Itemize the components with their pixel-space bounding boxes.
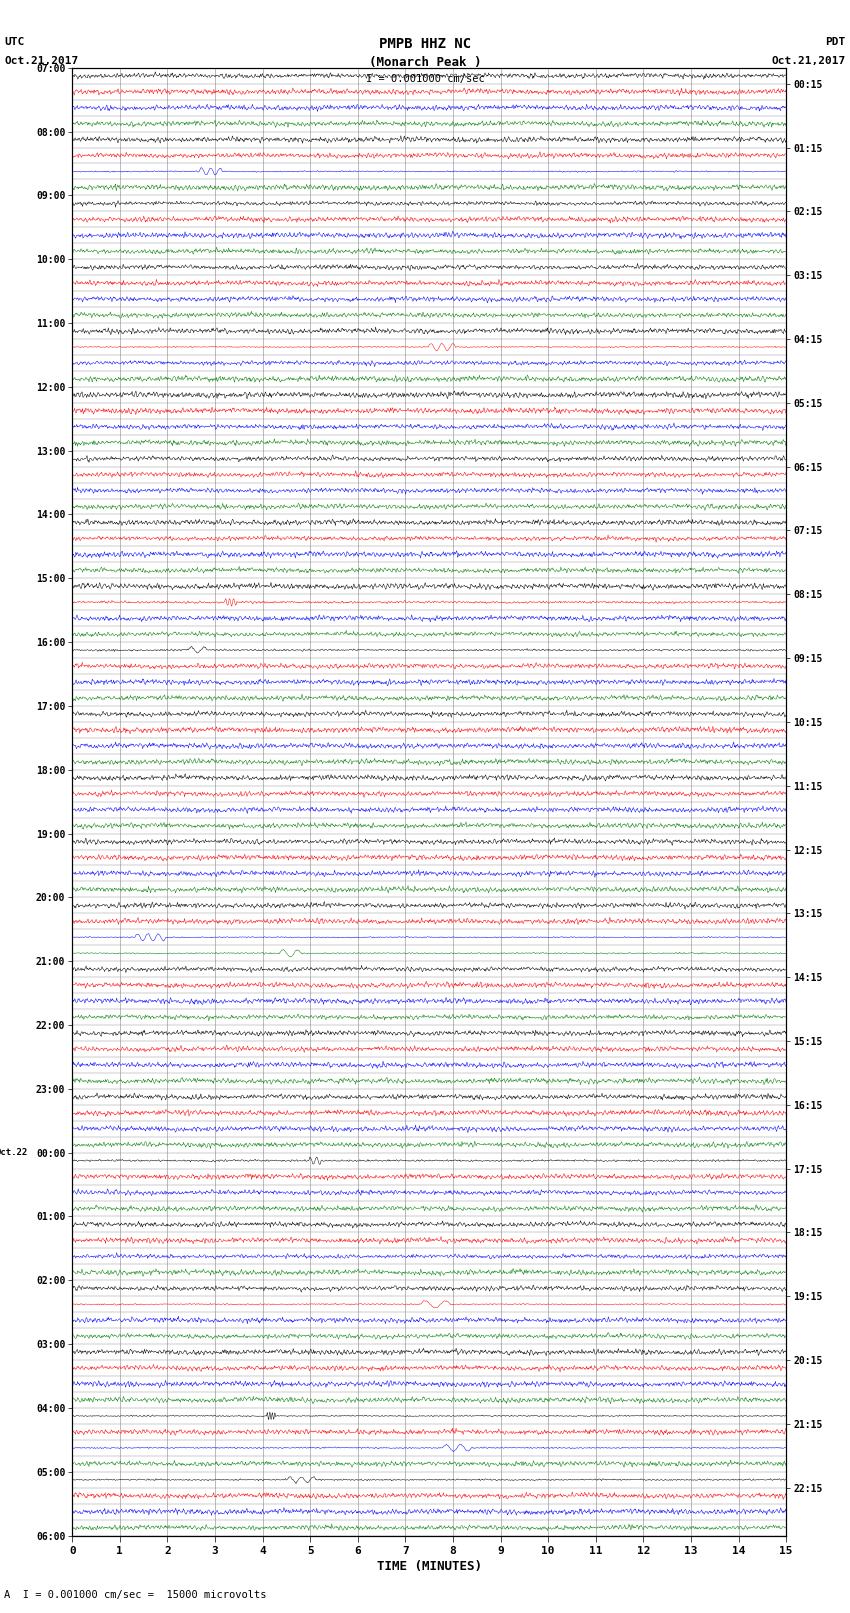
Text: PMPB HHZ NC: PMPB HHZ NC <box>379 37 471 52</box>
Text: Oct.21,2017: Oct.21,2017 <box>4 56 78 66</box>
Text: Oct.22: Oct.22 <box>0 1148 28 1157</box>
Text: PDT: PDT <box>825 37 846 47</box>
Text: Oct.21,2017: Oct.21,2017 <box>772 56 846 66</box>
Text: I = 0.001000 cm/sec: I = 0.001000 cm/sec <box>366 74 484 84</box>
Text: A  I = 0.001000 cm/sec =  15000 microvolts: A I = 0.001000 cm/sec = 15000 microvolts <box>4 1590 267 1600</box>
X-axis label: TIME (MINUTES): TIME (MINUTES) <box>377 1560 482 1573</box>
Text: UTC: UTC <box>4 37 25 47</box>
Text: (Monarch Peak ): (Monarch Peak ) <box>369 56 481 69</box>
